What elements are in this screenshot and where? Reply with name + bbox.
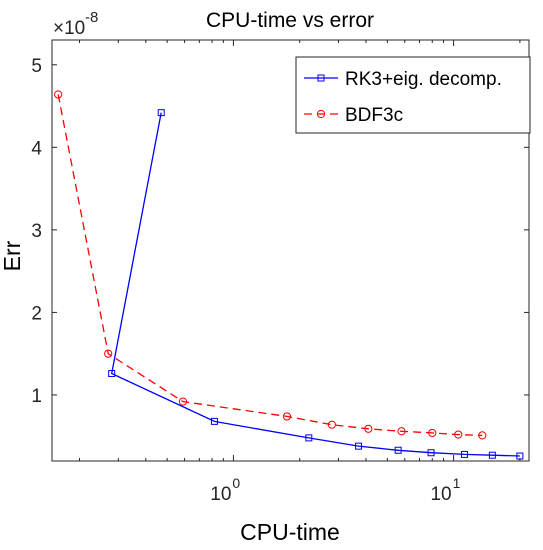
legend-entries: RK3+eig. decomp. BDF3c [304,69,502,126]
data-point [460,450,468,458]
x-tick-label-base: 10 [210,484,231,505]
data-point [305,434,313,442]
x-axis-title: CPU-time [240,519,340,545]
data-point [454,430,463,439]
y-axis: 1 2 3 4 5 [31,56,529,407]
data-point [397,427,406,436]
data-point [478,431,487,440]
data-point [54,90,63,99]
legend-label: RK3+eig. decomp. [345,69,502,90]
data-point [104,349,113,358]
data-point [108,369,116,377]
y-axis-exponent-label: ×10 -8 [53,9,98,39]
data-point [428,428,437,438]
x-tick-label-base: 10 [430,484,451,505]
series-bdf3c [54,90,487,440]
data-point [364,424,373,433]
x-tick-label-power: 0 [232,475,240,491]
data-point [210,417,218,425]
series-line [57,94,483,437]
y-tick-label: 3 [31,221,42,242]
chart-title: CPU-time vs error [206,9,374,32]
data-point [516,452,524,460]
axes-box [51,39,530,462]
legend-label: BDF3c [345,105,403,126]
data-point [327,420,336,429]
series-rk3 [108,109,524,460]
y-tick-label: 5 [31,56,42,77]
legend: RK3+eig. decomp. BDF3c [295,56,531,134]
y-exponent-power: -8 [85,9,98,26]
y-tick-label: 2 [31,303,42,324]
legend-marker [317,74,325,82]
y-axis-title: Err [0,240,25,271]
legend-entry: RK3+eig. decomp. [304,69,502,90]
data-point [157,109,165,117]
data-point [488,451,496,459]
legend-box [295,56,531,134]
y-tick-label: 4 [31,138,42,159]
legend-entry: BDF3c [304,105,403,126]
data-point [394,446,402,454]
y-exponent-base: ×10 [53,18,85,39]
series-line [110,112,520,457]
data-point [282,412,292,421]
y-tick-label: 1 [31,386,42,407]
data-point [427,449,435,457]
plot-area [51,39,530,462]
legend-marker [316,109,326,119]
data-point [355,442,363,450]
series-layer [54,90,524,460]
x-tick-label-power: 1 [453,475,461,491]
data-point [178,397,188,406]
